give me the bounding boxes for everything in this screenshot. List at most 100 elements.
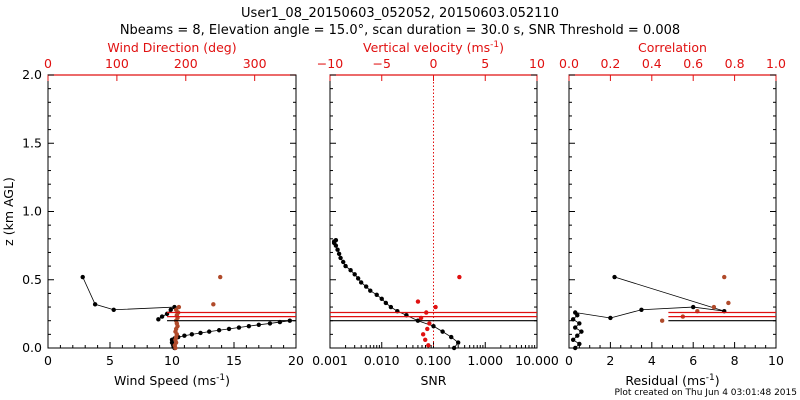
top-tick-label: 0.2 xyxy=(600,56,620,71)
data-point xyxy=(336,251,342,257)
data-point xyxy=(711,304,717,310)
top-axis-title: Wind Direction (deg) xyxy=(107,40,236,55)
data-point xyxy=(573,310,578,315)
bottom-tick-label: 0 xyxy=(44,353,52,368)
data-point xyxy=(722,274,727,280)
data-point xyxy=(226,326,232,332)
data-point xyxy=(211,302,216,307)
top-axis-title: Vertical velocity (ms-1) xyxy=(363,40,504,55)
bottom-tick-label: 5 xyxy=(106,353,114,368)
data-point xyxy=(159,314,165,319)
data-point xyxy=(368,288,373,293)
bottom-axis-title: Residual (ms-1) xyxy=(625,373,719,388)
top-tick-label: 5 xyxy=(481,56,489,71)
data-point xyxy=(573,345,578,351)
data-point xyxy=(608,315,613,321)
data-point xyxy=(246,323,252,329)
data-point xyxy=(341,259,346,265)
data-point xyxy=(379,296,384,302)
data-point xyxy=(352,272,357,277)
data-point xyxy=(92,302,98,307)
data-point xyxy=(612,274,617,280)
top-tick-label: −5 xyxy=(373,56,391,71)
y-tick-label: 0.5 xyxy=(22,272,42,287)
y-tick-label: 1.0 xyxy=(22,204,42,219)
data-point xyxy=(579,329,584,334)
y-tick-label: 2.0 xyxy=(22,67,42,82)
top-tick-label: 0 xyxy=(44,56,52,71)
bottom-tick-label: 0.001 xyxy=(312,353,348,368)
bottom-tick-label: 4 xyxy=(648,353,656,368)
data-point xyxy=(457,274,462,280)
data-point xyxy=(198,330,203,336)
data-point xyxy=(388,304,394,310)
data-point xyxy=(374,292,379,297)
top-tick-label: 0 xyxy=(430,56,438,71)
data-point xyxy=(156,317,161,322)
y-tick-label: 1.5 xyxy=(22,135,42,150)
data-point xyxy=(355,276,361,281)
data-point xyxy=(577,341,582,347)
data-point xyxy=(570,317,576,322)
bottom-tick-label: 10 xyxy=(768,353,784,368)
bottom-tick-label: 20 xyxy=(288,353,304,368)
data-point xyxy=(173,307,179,312)
top-axis-title: Correlation xyxy=(638,40,707,55)
data-point xyxy=(182,333,187,338)
bottom-tick-label: 2 xyxy=(606,353,614,368)
data-point xyxy=(570,337,576,343)
bottom-tick-label: 10.000 xyxy=(515,353,559,368)
series-line xyxy=(333,239,459,349)
data-point xyxy=(80,274,85,280)
top-tick-label: 1.0 xyxy=(766,56,786,71)
data-point xyxy=(425,326,430,332)
top-tick-label: 0.0 xyxy=(559,56,579,71)
data-point xyxy=(267,321,273,326)
data-point xyxy=(207,329,212,334)
data-point xyxy=(176,304,182,310)
bottom-tick-label: 10 xyxy=(164,353,180,368)
data-point xyxy=(420,332,426,337)
data-point xyxy=(639,307,644,312)
data-point xyxy=(256,322,261,327)
data-point xyxy=(426,343,431,348)
data-point xyxy=(348,267,353,273)
plot-frame xyxy=(568,74,777,349)
data-point xyxy=(218,274,223,280)
bottom-axis-title: Wind Speed (ms-1) xyxy=(114,373,230,388)
data-point xyxy=(449,334,454,340)
data-point xyxy=(168,307,173,312)
y-axis-title: z (km AGL) xyxy=(1,177,16,246)
data-point xyxy=(363,284,369,289)
title-line-1: User1_08_20150603_052052, 20150603.05211… xyxy=(241,6,559,21)
data-point xyxy=(415,299,421,304)
top-tick-label: 0.4 xyxy=(642,56,662,71)
data-point xyxy=(427,321,432,326)
data-point xyxy=(216,328,222,333)
data-point xyxy=(236,325,242,330)
data-point xyxy=(383,300,389,306)
top-tick-label: 300 xyxy=(243,56,267,71)
bottom-tick-label: 8 xyxy=(731,353,739,368)
data-point xyxy=(659,318,665,323)
bottom-tick-label: 6 xyxy=(689,353,697,368)
top-tick-label: 0.6 xyxy=(683,56,703,71)
data-point xyxy=(338,255,343,261)
footer-note: Plot created on Thu Jun 4 03:01:48 2015 xyxy=(614,388,797,398)
data-point xyxy=(111,307,116,312)
data-point xyxy=(455,340,461,345)
top-tick-label: −10 xyxy=(317,56,343,71)
data-point xyxy=(189,332,195,337)
y-tick-label: 0.0 xyxy=(22,340,42,355)
top-tick-label: 200 xyxy=(174,56,198,71)
data-point xyxy=(726,300,731,306)
data-point xyxy=(691,304,696,310)
data-point xyxy=(423,337,428,343)
bottom-tick-label: 0 xyxy=(565,353,573,368)
data-point xyxy=(440,329,445,334)
title-line-2: Nbeams = 8, Elevation angle = 15.0°, sca… xyxy=(120,23,680,38)
data-point xyxy=(577,321,582,326)
top-tick-label: 0.8 xyxy=(725,56,745,71)
data-point xyxy=(358,280,364,285)
